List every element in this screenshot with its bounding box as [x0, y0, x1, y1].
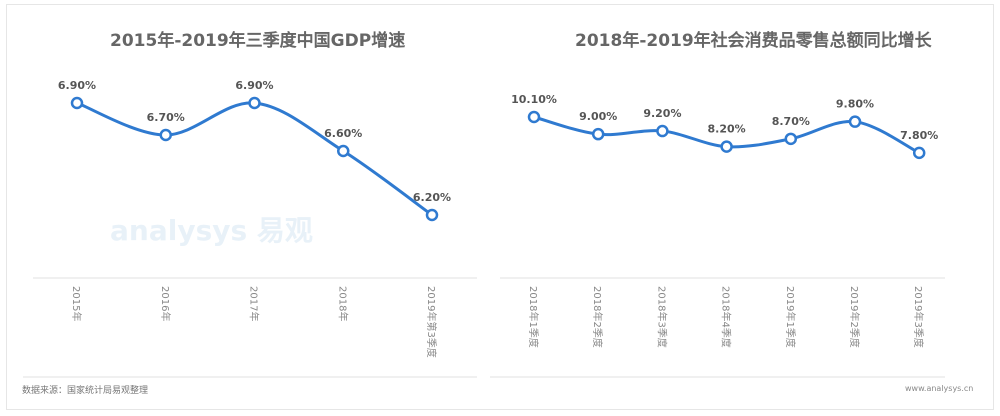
data-label: 9.00%	[579, 110, 617, 123]
data-point	[591, 127, 605, 141]
data-point	[527, 110, 541, 124]
x-tick-label: 2018年3季度	[655, 286, 668, 348]
data-label: 6.20%	[413, 191, 451, 204]
data-point	[248, 96, 261, 110]
data-point	[656, 124, 669, 138]
source-note: 数据来源：国家统计局易观整理	[22, 386, 149, 396]
data-label: 6.90%	[58, 79, 96, 92]
x-tick-label: 2018年4季度	[720, 286, 733, 348]
data-label: 8.20%	[708, 123, 746, 136]
watermark: analysys 易观	[110, 214, 313, 247]
site-url: www.analysys.cn	[905, 384, 974, 393]
data-label: 8.70%	[772, 115, 810, 128]
data-point	[425, 208, 439, 222]
data-point	[848, 115, 862, 128]
data-label: 7.80%	[900, 129, 938, 142]
data-label: 6.90%	[235, 79, 273, 92]
data-label: 6.60%	[324, 127, 362, 140]
data-point	[70, 96, 84, 110]
data-label: 9.20%	[643, 107, 681, 120]
x-tick-label: 2017年	[248, 286, 261, 321]
x-tick-label: 2016年	[159, 286, 172, 321]
x-tick-label: 2018年2季度	[591, 286, 604, 348]
data-point	[720, 140, 733, 153]
series-line	[76, 101, 433, 217]
right-chart-title: 2018年-2019年社会消费品零售总额同比增长	[575, 31, 932, 51]
x-tick-label: 2018年	[336, 286, 349, 321]
data-label: 6.70%	[147, 111, 185, 124]
x-tick-label: 2019年3季度	[912, 286, 925, 348]
data-label: 9.80%	[836, 98, 874, 111]
data-point	[784, 132, 798, 146]
x-tick-label: 2019年2季度	[848, 286, 861, 348]
data-point	[159, 128, 172, 142]
data-point	[337, 144, 350, 158]
x-tick-label: 2019年1季度	[784, 286, 797, 348]
data-point	[912, 146, 926, 160]
left-chart-title: 2015年-2019年三季度中国GDP增速	[110, 31, 406, 51]
x-tick-label: 2019年第3季度	[425, 286, 438, 358]
x-tick-label: 2015年	[70, 286, 83, 321]
data-label: 10.10%	[511, 93, 557, 106]
x-tick-label: 2018年1季度	[527, 286, 540, 348]
frame	[6, 4, 994, 410]
